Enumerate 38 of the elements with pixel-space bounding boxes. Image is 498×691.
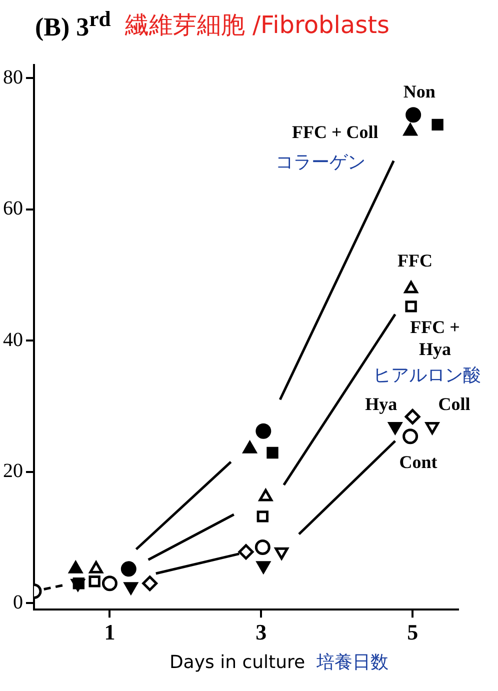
series-label: Coll [438, 394, 470, 414]
point [406, 107, 422, 123]
point [142, 576, 158, 592]
chart-subtitle: 繊維芽細胞 /Fibroblasts [124, 10, 390, 41]
point [403, 124, 418, 136]
y-tick-label: 80 [3, 66, 23, 88]
series-label: FFC [398, 250, 433, 270]
point [256, 561, 270, 574]
x-tick-label: 5 [407, 619, 418, 644]
point [404, 408, 420, 424]
y-tick-label: 0 [13, 591, 23, 614]
point [256, 423, 272, 439]
series-label: FFC + Hya [410, 317, 460, 360]
point [256, 510, 269, 522]
y-tick-label: 20 [3, 460, 23, 482]
series-label: FFC + Coll [292, 122, 378, 142]
x-axis-title: Days in culture 培養日数 [169, 652, 389, 673]
chart-title: (B) 3$^{rd}$ [35, 7, 111, 43]
point [120, 561, 136, 577]
point [238, 544, 254, 560]
annotation: ヒアルロン酸 [373, 365, 482, 386]
series-label: Cont [399, 452, 438, 472]
series-label: Non [403, 82, 436, 102]
annotation: コラーゲン [275, 152, 366, 173]
y-tick-label: 40 [3, 328, 23, 351]
point [266, 446, 278, 459]
point [405, 300, 417, 312]
y-tick-label: 60 [3, 198, 23, 220]
point [88, 576, 100, 588]
point [274, 547, 288, 560]
series-label: Hya [365, 394, 398, 414]
point [254, 540, 270, 556]
x-tick-label: 1 [104, 619, 116, 644]
x-tick-label: 3 [256, 619, 267, 644]
point [402, 428, 418, 444]
point [432, 118, 444, 131]
point [102, 576, 118, 592]
point [124, 582, 138, 594]
